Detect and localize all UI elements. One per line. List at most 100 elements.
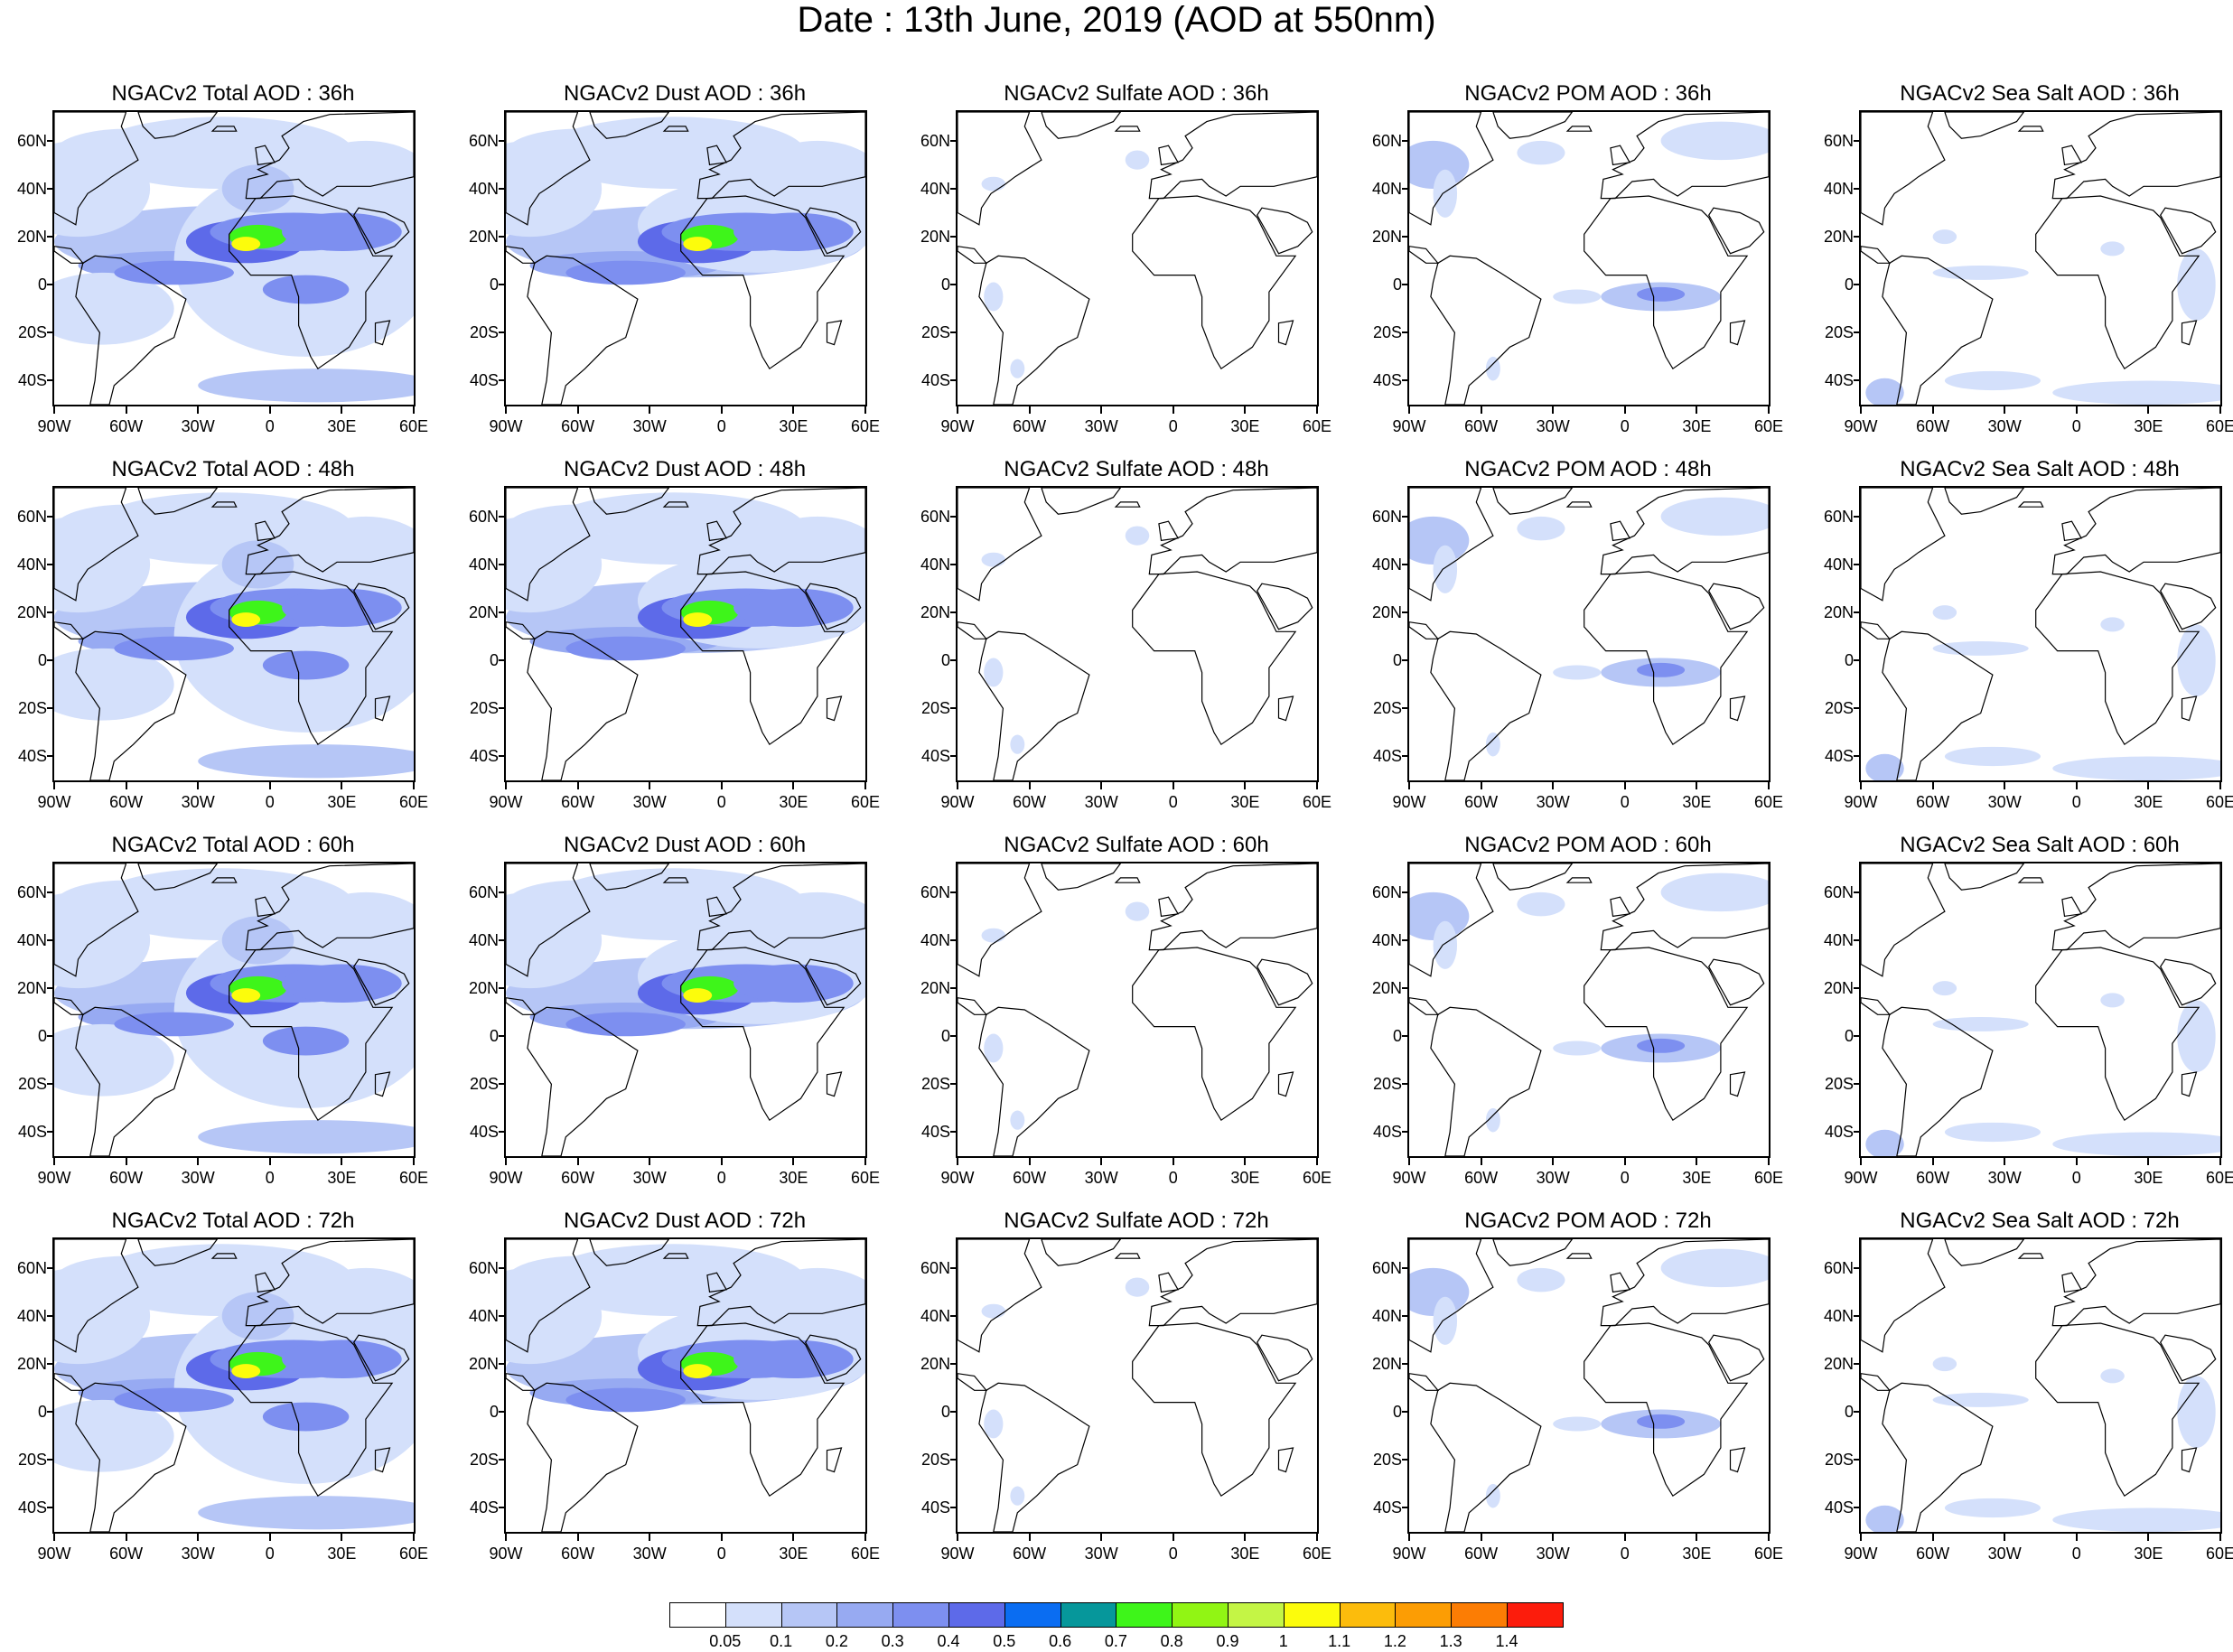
lat-tick-label: 40N: [468, 179, 499, 198]
lat-tick: [1402, 891, 1409, 893]
lat-tick-label: 40S: [1824, 1123, 1854, 1142]
aod-shading: [262, 1402, 350, 1432]
lon-tick: [1028, 782, 1031, 789]
lon-tick: [957, 782, 958, 789]
lat-tick-label: 0: [1392, 651, 1402, 670]
panel-title: NGACv2 POM AOD : 36h: [1464, 81, 1712, 106]
lat-tick-label: 20N: [1371, 979, 1402, 998]
lon-tick: [1931, 1158, 1934, 1165]
panel-title: NGACv2 Sulfate AOD : 36h: [1004, 81, 1269, 106]
coastline: [1861, 112, 1946, 226]
lon-tick-label: 90W: [489, 793, 523, 811]
lat-tick-label: 60N: [16, 131, 47, 150]
lat-tick-label: 60N: [920, 882, 950, 901]
coastline: [1944, 488, 2025, 515]
lon-tick: [792, 1158, 795, 1165]
coastline: [1610, 1272, 1631, 1293]
panel-title: NGACv2 Dust AOD : 60h: [563, 833, 807, 857]
lon-tick: [1028, 406, 1031, 414]
coastline: [2035, 1322, 2200, 1498]
lon-tick: [505, 1534, 507, 1541]
map-panel: NGACv2 Sulfate AOD : 60h 60N 40N 20N 0 20S 40S…: [903, 833, 1355, 1190]
coastline: [1707, 958, 1765, 1006]
lon-tick-label: 60E: [1753, 1545, 1784, 1563]
coastline: [1729, 695, 1746, 722]
lon-tick: [792, 1534, 795, 1541]
coastline: [1256, 1334, 1313, 1382]
lon-tick: [2075, 406, 2078, 414]
lat-tick: [950, 284, 958, 286]
lat-tick: [499, 139, 506, 142]
lat-tick: [1402, 1507, 1409, 1509]
aod-shading: [1865, 753, 1904, 780]
coastline: [978, 255, 1090, 405]
coastline: [696, 863, 865, 951]
coastline: [1430, 255, 1542, 405]
aod-shading: [683, 237, 713, 252]
aod-shading: [1125, 526, 1150, 546]
lat-tick: [1854, 284, 1861, 286]
lon-tick: [1623, 1534, 1626, 1541]
lon-tick: [1172, 1158, 1174, 1165]
seasalt-aod-map: [1861, 863, 2220, 1156]
dust-aod-map: [506, 112, 865, 405]
lon-tick-label: 30W: [181, 417, 215, 435]
lon-tick-label: 60E: [2205, 793, 2233, 811]
coastline: [2061, 145, 2083, 166]
lat-tick: [1854, 187, 1861, 190]
map-panel: NGACv2 Dust AOD : 36h 60N 40N 20N 0 20S 40S 90W…: [452, 81, 903, 438]
lon-tick: [2219, 406, 2221, 414]
lon-tick-label: 60W: [1013, 793, 1047, 811]
lon-tick-label: 60E: [398, 1545, 429, 1563]
lon-tick: [1696, 406, 1698, 414]
lat-tick-label: 40N: [920, 555, 950, 574]
lat-tick: [1402, 1266, 1409, 1269]
aod-shading: [1125, 901, 1150, 921]
lat-tick: [499, 891, 506, 893]
lon-tick: [197, 782, 200, 789]
map-frame: [52, 1237, 416, 1534]
lon-tick: [720, 406, 723, 414]
lon-tick-label: 60E: [398, 417, 429, 435]
coastline: [506, 112, 591, 226]
lat-tick: [1402, 515, 1409, 518]
aod-shading: [221, 164, 294, 213]
lon-tick: [197, 406, 200, 414]
lon-tick-label: 0: [1168, 1169, 1178, 1187]
lon-tick: [1860, 1534, 1862, 1541]
lon-tick: [1408, 1158, 1410, 1165]
aod-shading: [54, 880, 199, 929]
lat-tick: [950, 659, 958, 662]
colorbar-swatch: [1451, 1602, 1508, 1628]
lon-tick-label: 30W: [181, 793, 215, 811]
lon-tick-label: 30E: [327, 1169, 357, 1187]
coastline: [374, 695, 391, 722]
lon-tick: [1696, 1534, 1698, 1541]
total-aod-map: [54, 863, 414, 1156]
coastline: [1565, 126, 1593, 132]
lat-tick-label: 40S: [1824, 371, 1854, 390]
lat-tick-label: 20N: [468, 979, 499, 998]
lat-tick-label: 60N: [468, 507, 499, 526]
lat-tick: [47, 891, 54, 893]
aod-shading: [2052, 1507, 2220, 1532]
lat-tick-label: 20N: [468, 1355, 499, 1374]
lon-tick: [720, 1158, 723, 1165]
lon-tick: [197, 1158, 200, 1165]
coastline: [1256, 207, 1313, 255]
lat-tick-label: 20S: [1824, 323, 1854, 342]
coastline: [826, 320, 843, 346]
lon-tick-label: 60W: [109, 1545, 144, 1563]
coastline: [958, 863, 1042, 977]
panel-title: NGACv2 Total AOD : 48h: [111, 457, 355, 481]
lon-tick-label: 30W: [1536, 417, 1570, 435]
lat-tick: [1402, 1459, 1409, 1461]
lon-tick-label: 0: [2071, 417, 2081, 435]
coastline: [1256, 958, 1313, 1006]
lat-tick: [499, 236, 506, 238]
lat-tick-label: 60N: [16, 882, 47, 901]
panel-title: NGACv2 POM AOD : 48h: [1464, 457, 1712, 481]
colorbar-swatch: [1116, 1602, 1173, 1628]
lat-tick-label: 20N: [16, 603, 47, 622]
aod-shading: [1010, 1110, 1025, 1130]
